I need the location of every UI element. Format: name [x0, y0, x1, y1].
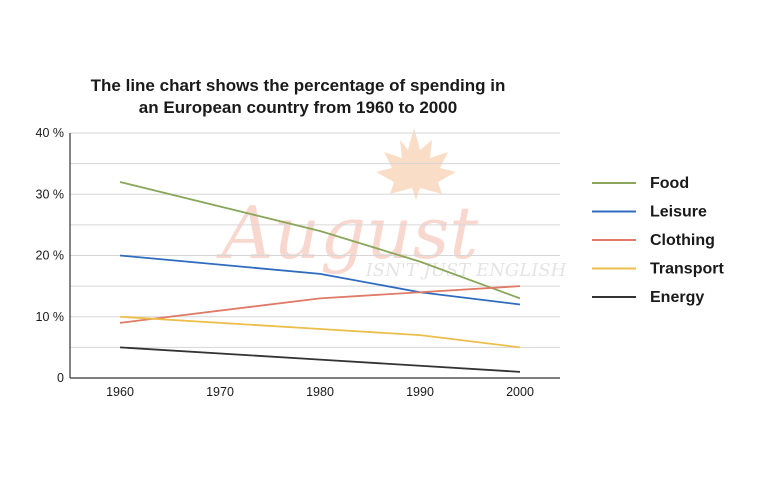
watermark: August ISN'T JUST ENGLISH	[216, 128, 567, 281]
legend-label-transport: Transport	[650, 261, 724, 278]
watermark-tagline: ISN'T JUST ENGLISH	[365, 260, 567, 281]
x-tick-label: 1970	[206, 385, 234, 399]
x-tick-label: 1960	[106, 385, 134, 399]
series-line-food	[119, 181, 521, 300]
x-tick-label: 2000	[506, 385, 534, 399]
legend-label-clothing: Clothing	[650, 232, 715, 249]
x-tick-labels: 1960 1970 1980 1990 2000	[106, 385, 534, 399]
legend-label-energy: Energy	[650, 289, 704, 306]
y-tick-label: 10 %	[36, 310, 65, 324]
legend: Food Leisure Clothing Transport Energy	[592, 175, 724, 306]
gridlines	[70, 132, 560, 348]
series-line-transport	[119, 315, 521, 349]
watermark-brand: August	[216, 191, 480, 275]
chart-title-line-1: The line chart shows the percentage of s…	[90, 76, 506, 95]
series-line-leisure	[119, 254, 521, 306]
x-tick-label: 1990	[406, 385, 434, 399]
x-tick-label: 1980	[306, 385, 334, 399]
y-tick-label: 30 %	[36, 187, 65, 201]
y-tick-label: 40 %	[36, 126, 65, 140]
chart-title-line-2: an European country from 1960 to 2000	[138, 98, 458, 117]
series-line-energy	[119, 346, 521, 373]
legend-label-leisure: Leisure	[650, 204, 707, 221]
y-tick-labels: 0 10 % 20 % 30 % 40 %	[36, 126, 65, 385]
legend-label-food: Food	[650, 175, 689, 192]
y-tick-label: 0	[57, 371, 64, 385]
y-tick-label: 20 %	[36, 249, 65, 263]
axes	[69, 133, 560, 379]
series-lines	[119, 181, 521, 373]
series-line-clothing	[119, 285, 521, 324]
